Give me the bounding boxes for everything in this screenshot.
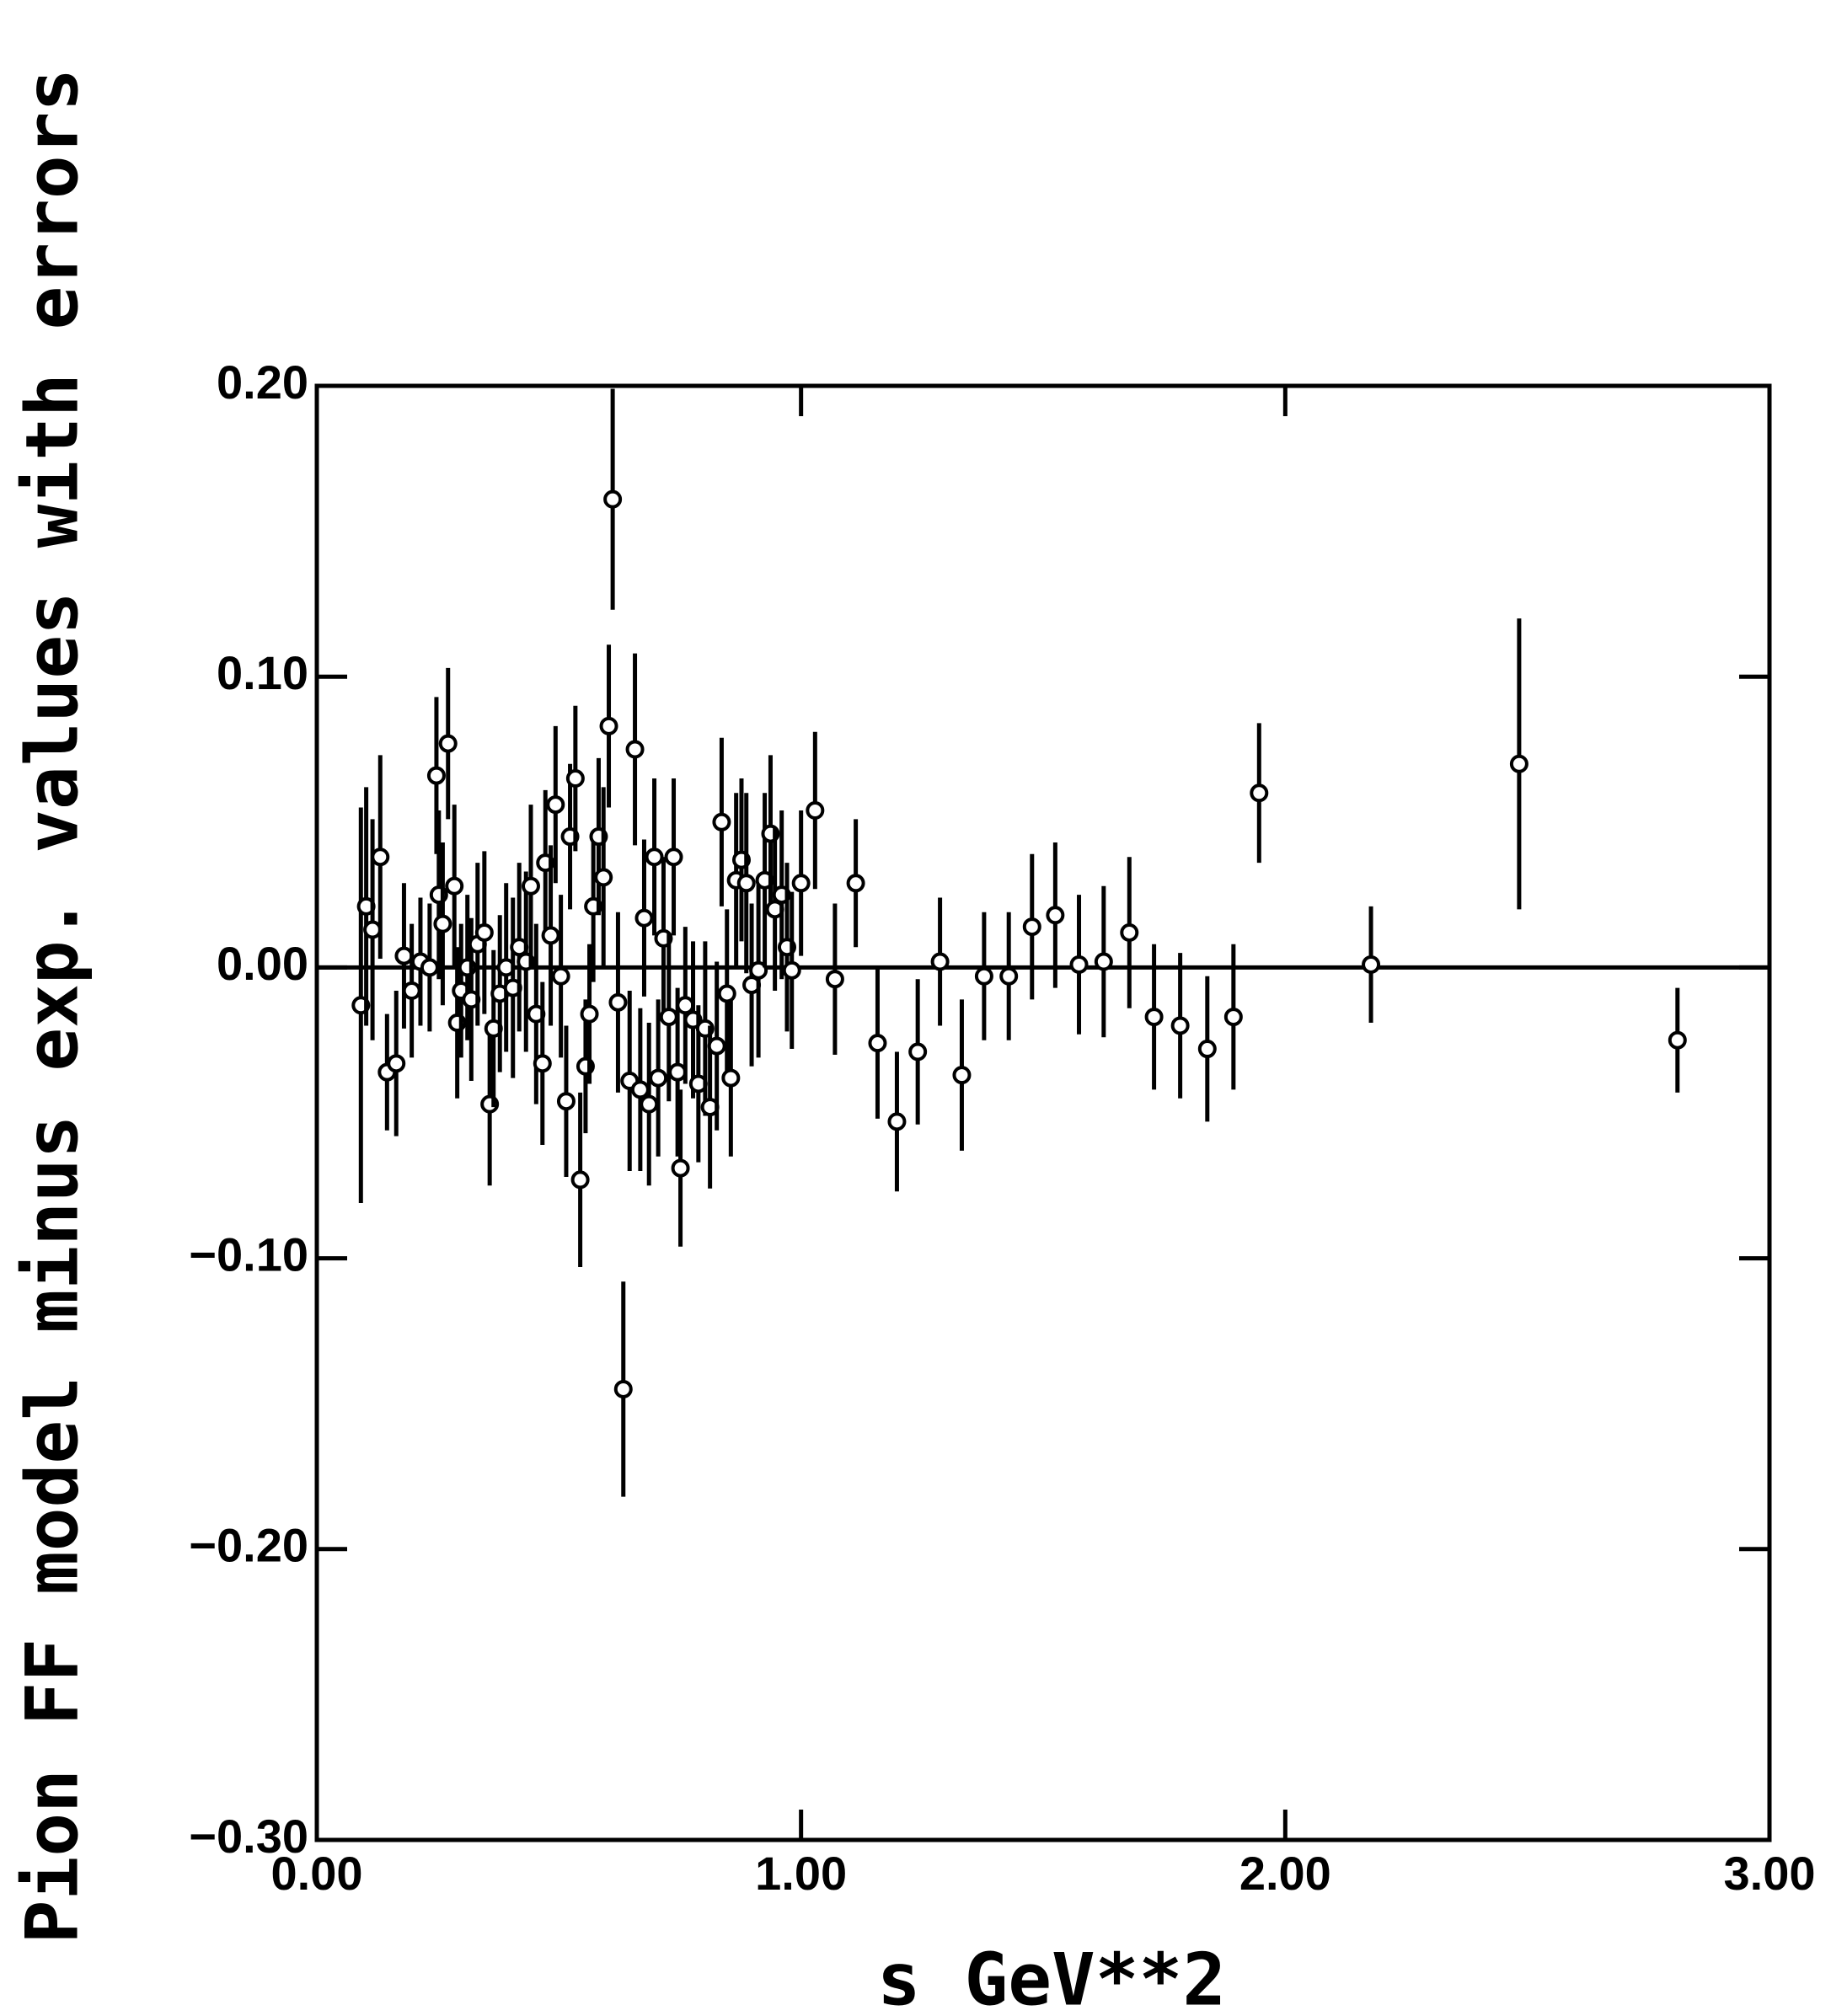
data-point: [749, 960, 768, 980]
data-point: [868, 1034, 887, 1053]
y-tick-label: 0.20: [217, 356, 308, 409]
data-point: [546, 795, 565, 815]
data-point: [649, 1068, 668, 1088]
data-point: [825, 970, 844, 989]
y-tick-label: −0.10: [189, 1227, 308, 1281]
data-point: [659, 1008, 678, 1027]
data-point: [717, 984, 736, 1003]
data-point: [433, 914, 452, 933]
data-point: [603, 489, 623, 509]
data-point: [522, 876, 541, 896]
data-point: [887, 1112, 907, 1131]
data-point: [1094, 952, 1113, 971]
x-tick-label: 0.00: [271, 1847, 363, 1900]
data-point: [580, 1004, 599, 1024]
data-point: [387, 1054, 406, 1073]
data-point: [533, 1054, 552, 1073]
data-point: [565, 769, 585, 789]
x-axis-label: s GeV**2: [877, 1938, 1226, 2016]
data-point: [634, 908, 654, 928]
y-axis-label: Pion FF model minus exp. values with err…: [10, 68, 94, 1944]
data-point: [846, 874, 865, 893]
data-point: [676, 996, 695, 1015]
data-point: [541, 926, 560, 945]
data-point: [1069, 955, 1089, 974]
data-point: [613, 1379, 633, 1398]
data-point: [1223, 1008, 1243, 1027]
data-point: [908, 1042, 928, 1061]
y-tick-label: −0.20: [189, 1519, 308, 1572]
data-point: [999, 966, 1019, 986]
data-point: [640, 1094, 659, 1114]
data-point: [445, 876, 464, 896]
data-point: [668, 1062, 688, 1082]
data-point: [806, 800, 825, 820]
data-point: [1120, 922, 1139, 942]
data-point: [671, 1158, 690, 1178]
data-point: [625, 740, 645, 759]
data-point: [721, 1068, 741, 1088]
data-point: [645, 848, 664, 867]
data-point: [974, 966, 993, 986]
data-point: [1250, 783, 1269, 803]
x-tick-label: 2.00: [1239, 1847, 1331, 1900]
data-point: [1046, 906, 1065, 925]
data-point: [1170, 1016, 1190, 1035]
data-point: [394, 946, 414, 965]
plot-frame: [314, 383, 1772, 1842]
data-point: [736, 874, 756, 893]
data-point: [426, 766, 446, 785]
data-point: [1144, 1008, 1164, 1027]
x-tick-label: 3.00: [1724, 1847, 1816, 1900]
data-point: [438, 734, 458, 753]
data-point: [712, 812, 731, 832]
data-point: [551, 966, 570, 986]
x-tick-label: 1.00: [755, 1847, 847, 1900]
y-tick-label: 0.10: [217, 646, 308, 699]
data-point: [556, 1092, 576, 1111]
data-point: [594, 868, 613, 887]
data-point: [707, 1036, 726, 1056]
data-point: [782, 960, 801, 980]
data-point: [1362, 955, 1381, 974]
data-point: [474, 922, 494, 942]
data-point: [1197, 1040, 1217, 1059]
y-tick-label: 0.00: [217, 937, 308, 990]
data-point: [1022, 917, 1041, 937]
data-point: [599, 716, 618, 735]
data-point: [363, 920, 383, 939]
data-point: [420, 958, 439, 977]
data-point: [371, 848, 390, 867]
data-point: [664, 848, 683, 867]
data-point: [608, 992, 628, 1012]
data-point: [952, 1066, 972, 1085]
data-point: [402, 981, 421, 1001]
data-point: [630, 1080, 650, 1099]
data-point: [570, 1170, 590, 1190]
data-point: [791, 874, 811, 893]
data-point: [1668, 1030, 1687, 1050]
y-tick-label: −0.30: [189, 1810, 308, 1863]
data-point: [930, 952, 950, 971]
data-point: [1509, 754, 1529, 773]
